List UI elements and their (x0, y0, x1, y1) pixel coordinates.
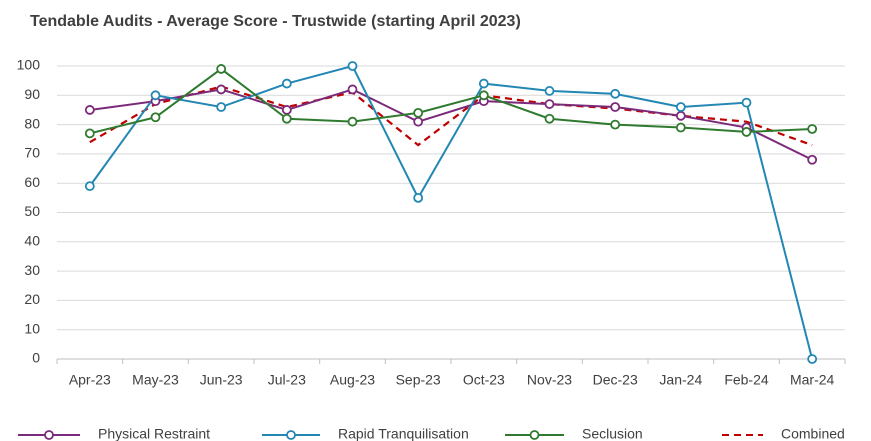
marker (675, 110, 686, 121)
marker (347, 116, 358, 127)
marker (216, 102, 227, 112)
marker (413, 107, 424, 118)
marker (544, 113, 555, 124)
chart-title: Tendable Audits - Average Score - Trustw… (30, 13, 521, 30)
marker (347, 61, 358, 71)
marker (610, 88, 621, 99)
legend-label: Seclusion (582, 426, 643, 441)
y-tick-label: 70 (24, 145, 40, 161)
x-tick-label: Apr-23 (69, 372, 111, 388)
marker (216, 64, 227, 74)
marker (84, 105, 95, 115)
legend-marker (529, 430, 540, 440)
series-line (89, 88, 813, 161)
y-tick-label: 40 (24, 233, 40, 249)
marker (413, 116, 424, 127)
marker (413, 192, 424, 203)
x-tick-label: Jun-23 (200, 372, 243, 388)
series-line (89, 67, 813, 135)
series-line (89, 64, 814, 360)
marker (281, 113, 292, 124)
marker (544, 86, 555, 96)
y-tick-label: 10 (24, 320, 40, 336)
marker (741, 97, 752, 108)
marker (281, 78, 292, 89)
marker (807, 154, 818, 165)
marker (347, 84, 358, 95)
legend-marker (44, 430, 54, 440)
y-tick-label: 50 (24, 203, 40, 219)
marker (610, 102, 621, 112)
marker (741, 127, 752, 137)
legend-label: Rapid Tranquilisation (338, 426, 469, 441)
marker (84, 181, 95, 192)
marker (610, 119, 621, 130)
marker (675, 102, 686, 112)
x-tick-label: Sep-23 (396, 372, 441, 388)
marker (150, 112, 161, 123)
marker (544, 99, 555, 109)
x-tick-label: Oct-23 (463, 372, 505, 388)
marker (675, 122, 686, 133)
marker (84, 128, 95, 139)
x-tick-label: Mar-24 (790, 372, 835, 388)
y-tick-label: 90 (24, 86, 40, 102)
series-line (89, 85, 813, 147)
legend-marker (286, 430, 296, 440)
x-tick-label: May-23 (132, 372, 179, 388)
marker (807, 354, 818, 364)
x-tick-label: Nov-23 (527, 372, 572, 388)
legend-label: Combined (781, 426, 845, 441)
y-tick-label: 60 (24, 174, 40, 190)
marker (478, 78, 489, 89)
marker (807, 124, 818, 134)
x-tick-label: Feb-24 (724, 372, 769, 388)
marker (281, 105, 292, 115)
marker (216, 84, 227, 95)
x-tick-label: Dec-23 (593, 372, 638, 388)
marker (478, 90, 489, 101)
y-tick-label: 30 (24, 262, 40, 278)
marker (150, 90, 161, 101)
x-tick-label: Jul-23 (268, 372, 306, 388)
x-tick-label: Jan-24 (659, 372, 702, 388)
y-tick-label: 80 (24, 115, 40, 131)
x-tick-label: Aug-23 (330, 372, 375, 388)
legend-label: Physical Restraint (98, 426, 210, 441)
y-tick-label: 0 (32, 350, 40, 366)
y-tick-label: 20 (24, 291, 40, 307)
y-tick-label: 100 (17, 57, 41, 73)
